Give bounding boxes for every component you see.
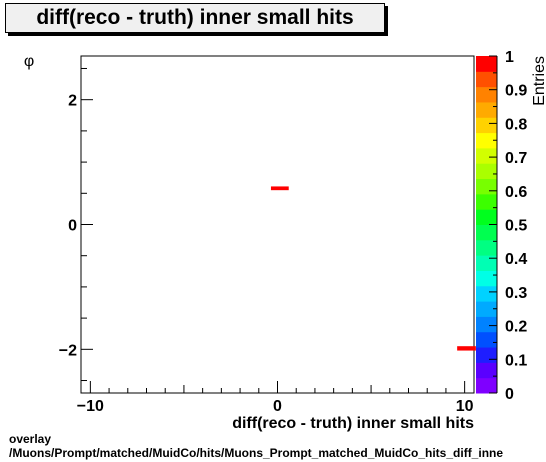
palette-swatch xyxy=(476,316,497,333)
palette-swatch xyxy=(476,132,497,149)
palette-swatch xyxy=(476,377,497,394)
z-tick-label: 0.9 xyxy=(505,83,527,100)
z-tick-label: 0.1 xyxy=(505,352,527,369)
z-tick-label: 0 xyxy=(505,386,514,403)
x-axis-label: diff(reco - truth) inner small hits xyxy=(232,415,474,432)
y-axis-label: φ xyxy=(24,53,34,70)
palette-swatch xyxy=(476,147,497,164)
palette-swatch xyxy=(476,86,497,103)
z-tick-label: 0.7 xyxy=(505,150,527,167)
z-tick-label: 0.6 xyxy=(505,184,527,201)
x-tick-label: 10 xyxy=(456,398,474,415)
palette-swatch xyxy=(476,255,497,271)
z-axis-label: Entries xyxy=(531,56,546,106)
footer-overlay: overlay xyxy=(9,432,52,446)
footer-path: /Muons/Prompt/matched/MuidCo/hits/Muons_… xyxy=(9,446,504,460)
palette-swatch xyxy=(476,209,497,225)
palette-swatch xyxy=(476,224,497,241)
z-tick-label: 0.3 xyxy=(505,285,527,302)
palette-swatch xyxy=(476,239,497,256)
z-tick-label: 0.2 xyxy=(505,319,527,336)
x-tick-label: 0 xyxy=(273,398,282,415)
palette-swatch xyxy=(476,163,497,180)
heatmap-cell-1 xyxy=(270,186,289,191)
x-tick-label: −10 xyxy=(77,398,104,415)
palette-swatch xyxy=(476,71,497,88)
palette-swatch xyxy=(476,362,497,379)
y-tick-label: 0 xyxy=(68,218,77,235)
z-tick-label: 0.8 xyxy=(505,116,527,133)
heatmap-cell-2 xyxy=(457,346,476,351)
z-tick-label: 1 xyxy=(505,49,514,66)
plot-frame xyxy=(80,55,475,394)
y-tick-label: −2 xyxy=(59,342,77,359)
palette-swatch xyxy=(476,285,497,302)
palette-swatch xyxy=(476,347,497,363)
z-tick-label: 0.5 xyxy=(505,218,527,235)
palette-swatch xyxy=(476,301,497,317)
chart-title: diff(reco - truth) inner small hits xyxy=(5,3,385,33)
palette-swatch xyxy=(476,101,497,118)
palette-swatch xyxy=(476,56,497,72)
y-tick-label: 2 xyxy=(68,93,77,110)
palette-swatch xyxy=(476,193,497,210)
z-tick-label: 0.4 xyxy=(505,251,527,268)
palette-swatch xyxy=(476,331,497,348)
palette-swatch xyxy=(476,178,497,195)
palette-swatch xyxy=(476,117,497,134)
palette-swatch xyxy=(476,270,497,287)
